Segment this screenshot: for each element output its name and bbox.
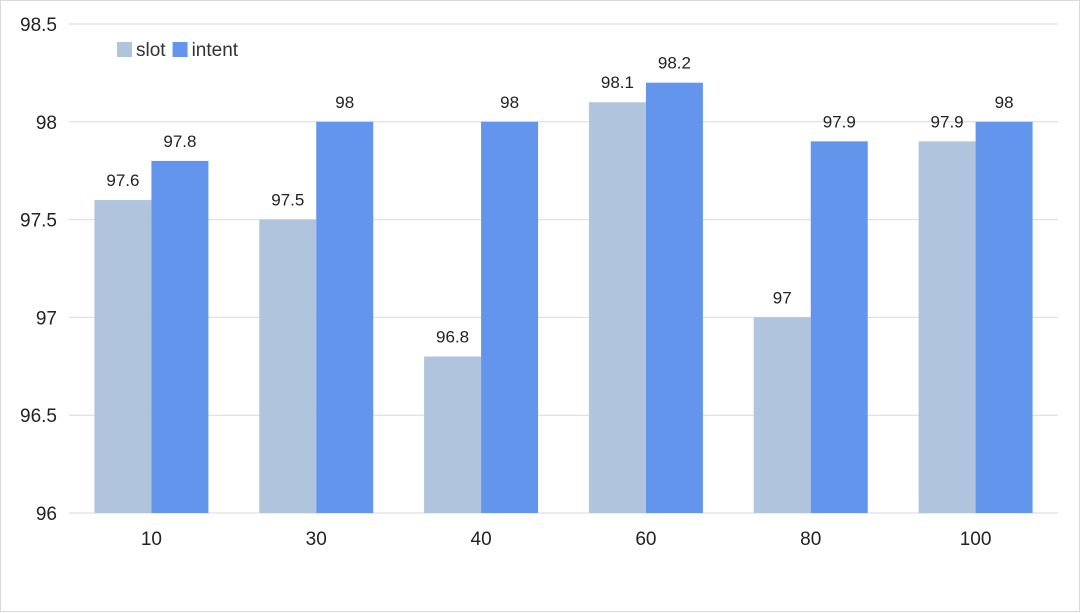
data-label: 97.9 — [823, 112, 856, 131]
y-tick-label: 97.5 — [20, 211, 57, 232]
x-tick-label: 30 — [306, 529, 327, 550]
legend-label-slot: slot — [136, 40, 166, 61]
bar-intent — [151, 160, 209, 514]
bar-slot — [753, 317, 811, 513]
data-label: 96.8 — [436, 328, 469, 347]
y-tick-label: 96.5 — [20, 406, 57, 427]
y-axis: 96 96.5 97 97.5 98 98.5 — [20, 15, 57, 525]
bar-intent — [810, 141, 868, 514]
x-tick-label: 100 — [960, 529, 992, 550]
x-tick-label: 60 — [635, 529, 656, 550]
data-label: 98 — [500, 93, 519, 112]
y-tick-label: 97 — [36, 308, 57, 329]
data-label: 97.8 — [163, 132, 196, 151]
bar-intent — [975, 121, 1033, 514]
y-tick-label: 98 — [36, 113, 57, 134]
data-label: 97 — [773, 288, 792, 307]
x-tick-label: 40 — [471, 529, 492, 550]
bar-intent — [316, 121, 374, 514]
bar-slot — [259, 219, 317, 513]
data-label: 97.5 — [271, 191, 304, 210]
bar-slot — [424, 356, 482, 513]
y-tick-label: 98.5 — [20, 15, 57, 36]
legend-label-intent: intent — [192, 40, 239, 61]
legend-swatch-slot — [117, 42, 132, 57]
data-label: 98.2 — [658, 54, 691, 73]
bar-intent — [481, 121, 539, 514]
bar-slot — [94, 200, 152, 514]
x-tick-label: 10 — [141, 529, 162, 550]
gridlines — [69, 23, 1058, 514]
data-label: 98 — [335, 93, 354, 112]
legend-swatch-intent — [172, 42, 188, 57]
y-tick-label: 96 — [36, 504, 57, 525]
bar-slot — [588, 102, 646, 514]
bar-intent — [645, 82, 703, 514]
bar-slot — [918, 141, 976, 514]
data-label: 98.1 — [601, 73, 634, 92]
legend: slot intent — [117, 40, 239, 61]
data-label: 97.9 — [931, 112, 964, 131]
x-axis: 10 30 40 60 80 100 — [141, 529, 992, 550]
bars: 97.6 97.8 97.5 98 96.8 98 98.1 98.2 97 97.9 97.9 98 — [94, 54, 1033, 514]
data-label: 98 — [995, 93, 1014, 112]
data-label: 97.6 — [106, 171, 139, 190]
x-tick-label: 80 — [800, 529, 821, 550]
